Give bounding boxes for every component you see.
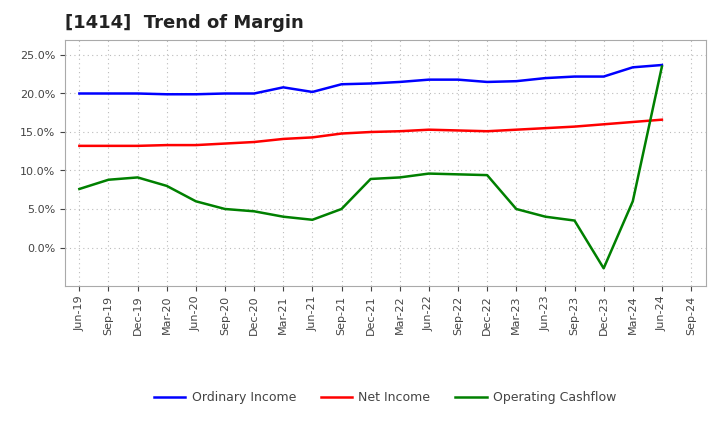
Net Income <box>163 143 171 148</box>
Ordinary Income <box>308 89 317 95</box>
Operating Cashflow <box>308 217 317 223</box>
Operating Cashflow <box>163 183 171 188</box>
Operating Cashflow <box>629 199 637 204</box>
Operating Cashflow <box>192 199 200 204</box>
Operating Cashflow <box>483 172 492 178</box>
Net Income <box>395 128 404 134</box>
Net Income <box>337 131 346 136</box>
Net Income <box>512 127 521 132</box>
Line: Net Income: Net Income <box>79 120 662 146</box>
Operating Cashflow <box>220 206 229 212</box>
Operating Cashflow <box>599 266 608 271</box>
Operating Cashflow <box>133 175 142 180</box>
Ordinary Income <box>279 84 287 90</box>
Operating Cashflow <box>541 214 550 220</box>
Legend: Ordinary Income, Net Income, Operating Cashflow: Ordinary Income, Net Income, Operating C… <box>149 386 621 409</box>
Operating Cashflow <box>104 177 113 183</box>
Line: Ordinary Income: Ordinary Income <box>79 65 662 94</box>
Ordinary Income <box>512 78 521 84</box>
Ordinary Income <box>454 77 462 82</box>
Operating Cashflow <box>657 64 666 69</box>
Net Income <box>250 139 258 145</box>
Ordinary Income <box>395 79 404 84</box>
Ordinary Income <box>657 62 666 68</box>
Net Income <box>541 125 550 131</box>
Operating Cashflow <box>395 175 404 180</box>
Net Income <box>104 143 113 148</box>
Net Income <box>192 143 200 148</box>
Ordinary Income <box>75 91 84 96</box>
Net Income <box>629 119 637 125</box>
Net Income <box>366 129 375 135</box>
Operating Cashflow <box>570 218 579 223</box>
Operating Cashflow <box>425 171 433 176</box>
Net Income <box>75 143 84 148</box>
Ordinary Income <box>250 91 258 96</box>
Net Income <box>599 121 608 127</box>
Operating Cashflow <box>512 206 521 212</box>
Operating Cashflow <box>279 214 287 220</box>
Ordinary Income <box>133 91 142 96</box>
Ordinary Income <box>163 92 171 97</box>
Net Income <box>570 124 579 129</box>
Operating Cashflow <box>337 206 346 212</box>
Ordinary Income <box>483 79 492 84</box>
Operating Cashflow <box>250 209 258 214</box>
Ordinary Income <box>570 74 579 79</box>
Net Income <box>308 135 317 140</box>
Ordinary Income <box>425 77 433 82</box>
Ordinary Income <box>599 74 608 79</box>
Ordinary Income <box>629 65 637 70</box>
Line: Operating Cashflow: Operating Cashflow <box>79 66 662 268</box>
Ordinary Income <box>366 81 375 86</box>
Ordinary Income <box>192 92 200 97</box>
Net Income <box>133 143 142 148</box>
Operating Cashflow <box>75 187 84 192</box>
Ordinary Income <box>104 91 113 96</box>
Ordinary Income <box>220 91 229 96</box>
Ordinary Income <box>541 75 550 81</box>
Ordinary Income <box>337 82 346 87</box>
Net Income <box>483 128 492 134</box>
Operating Cashflow <box>366 176 375 182</box>
Net Income <box>220 141 229 146</box>
Operating Cashflow <box>454 172 462 177</box>
Net Income <box>454 128 462 133</box>
Net Income <box>657 117 666 122</box>
Net Income <box>425 127 433 132</box>
Text: [1414]  Trend of Margin: [1414] Trend of Margin <box>65 15 304 33</box>
Net Income <box>279 136 287 142</box>
